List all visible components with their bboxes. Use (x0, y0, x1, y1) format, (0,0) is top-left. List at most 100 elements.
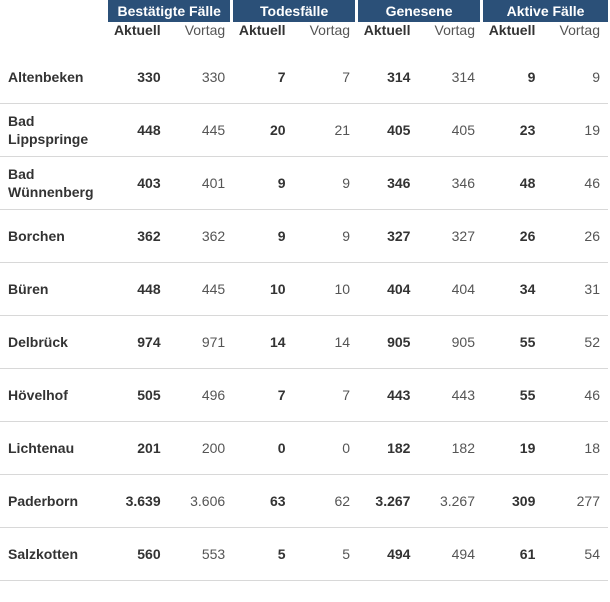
table-row: Paderborn 3.639 3.606 63 62 3.267 3.267 … (0, 475, 608, 528)
table-row: Büren 448 445 10 10 404 404 34 31 (0, 263, 608, 316)
confirmed-current: 330 (108, 51, 169, 104)
deaths-previous: 5 (293, 528, 359, 581)
confirmed-current: 362 (108, 210, 169, 263)
deaths-previous: 0 (293, 422, 359, 475)
active-current: 61 (483, 528, 544, 581)
municipality-name: Delbrück (0, 316, 109, 369)
confirmed-current: 448 (108, 263, 169, 316)
recovered-previous: 3.267 (418, 475, 483, 528)
recovered-current: 182 (358, 422, 419, 475)
deaths-current: 9 (233, 157, 294, 210)
table-row: Bad Wünnenberg 403 401 9 9 346 346 48 46 (0, 157, 608, 210)
table-row: Borchen 362 362 9 9 327 327 26 26 (0, 210, 608, 263)
table-row: Salzkotten 560 553 5 5 494 494 61 54 (0, 528, 608, 581)
active-previous: 52 (543, 316, 608, 369)
municipality-name: Salzkotten (0, 528, 109, 581)
recovered-previous: 314 (418, 51, 483, 104)
sub-header-corner (0, 22, 109, 42)
municipality-name: Paderborn (0, 475, 109, 528)
active-previous: 19 (543, 104, 608, 157)
confirmed-previous: 445 (168, 104, 234, 157)
recovered-previous: 443 (418, 369, 483, 422)
confirmed-current: 3.639 (108, 475, 169, 528)
deaths-previous: 14 (293, 316, 359, 369)
sub-header-deaths-previous: Vortag (309, 22, 351, 38)
municipality-name: Altenbeken (0, 51, 109, 104)
active-current: 309 (483, 475, 544, 528)
recovered-current: 443 (358, 369, 419, 422)
deaths-current: 7 (233, 369, 294, 422)
deaths-previous: 7 (293, 369, 359, 422)
active-previous: 18 (543, 422, 608, 475)
municipality-name: Bad Lippspringe (0, 104, 109, 157)
header-corner (0, 0, 109, 22)
municipality-name: Bad Wünnenberg (0, 157, 109, 210)
confirmed-previous: 401 (168, 157, 234, 210)
confirmed-previous: 362 (168, 210, 234, 263)
recovered-previous: 327 (418, 210, 483, 263)
municipality-name: Borchen (0, 210, 109, 263)
confirmed-previous: 200 (168, 422, 234, 475)
active-previous: 46 (543, 157, 608, 210)
sub-header-row: Aktuell Vortag Aktuell Vortag Aktuell Vo… (0, 22, 608, 42)
confirmed-current: 201 (108, 422, 169, 475)
deaths-current: 20 (233, 104, 294, 157)
recovered-previous: 182 (418, 422, 483, 475)
active-previous: 277 (543, 475, 608, 528)
table-row: Bad Lippspringe 448 445 20 21 405 405 23… (0, 104, 608, 157)
recovered-current: 346 (358, 157, 419, 210)
deaths-current: 5 (233, 528, 294, 581)
confirmed-previous: 445 (168, 263, 234, 316)
table-row: Delbrück 974 971 14 14 905 905 55 52 (0, 316, 608, 369)
group-header-confirmed: Bestätigte Fälle (108, 0, 234, 22)
deaths-current: 7 (233, 51, 294, 104)
active-previous: 26 (543, 210, 608, 263)
confirmed-previous: 330 (168, 51, 234, 104)
deaths-previous: 9 (293, 210, 359, 263)
table-body: Altenbeken 330 330 7 7 314 314 9 9 Bad L… (0, 42, 608, 581)
recovered-current: 494 (358, 528, 419, 581)
active-current: 19 (483, 422, 544, 475)
confirmed-current: 505 (108, 369, 169, 422)
covid-statistics-table: Bestätigte Fälle Todesfälle Genesene Akt… (0, 0, 608, 581)
header-spacer (0, 42, 608, 51)
confirmed-previous: 971 (168, 316, 234, 369)
sub-header-confirmed-current: Aktuell (113, 22, 161, 38)
active-previous: 46 (543, 369, 608, 422)
confirmed-current: 403 (108, 157, 169, 210)
recovered-current: 405 (358, 104, 419, 157)
deaths-current: 9 (233, 210, 294, 263)
recovered-previous: 404 (418, 263, 483, 316)
confirmed-current: 560 (108, 528, 169, 581)
sub-header-active-previous: Vortag (559, 22, 600, 38)
table-row: Lichtenau 201 200 0 0 182 182 19 18 (0, 422, 608, 475)
active-current: 9 (483, 51, 544, 104)
recovered-current: 404 (358, 263, 419, 316)
deaths-current: 14 (233, 316, 294, 369)
municipality-name: Hövelhof (0, 369, 109, 422)
active-current: 55 (483, 369, 544, 422)
confirmed-previous: 553 (168, 528, 234, 581)
recovered-current: 327 (358, 210, 419, 263)
sub-header-recovered-previous: Vortag (434, 22, 475, 38)
sub-header-confirmed-previous: Vortag (184, 22, 226, 38)
active-current: 23 (483, 104, 544, 157)
active-previous: 54 (543, 528, 608, 581)
deaths-previous: 9 (293, 157, 359, 210)
sub-header-active-current: Aktuell (488, 22, 536, 38)
confirmed-previous: 496 (168, 369, 234, 422)
deaths-current: 0 (233, 422, 294, 475)
recovered-current: 314 (358, 51, 419, 104)
deaths-previous: 10 (293, 263, 359, 316)
deaths-current: 63 (233, 475, 294, 528)
confirmed-previous: 3.606 (168, 475, 234, 528)
confirmed-current: 448 (108, 104, 169, 157)
active-current: 26 (483, 210, 544, 263)
deaths-previous: 62 (293, 475, 359, 528)
recovered-previous: 405 (418, 104, 483, 157)
group-header-active: Aktive Fälle (483, 0, 608, 22)
municipality-name: Lichtenau (0, 422, 109, 475)
sub-header-recovered-current: Aktuell (363, 22, 411, 38)
group-header-deaths: Todesfälle (233, 0, 359, 22)
deaths-current: 10 (233, 263, 294, 316)
